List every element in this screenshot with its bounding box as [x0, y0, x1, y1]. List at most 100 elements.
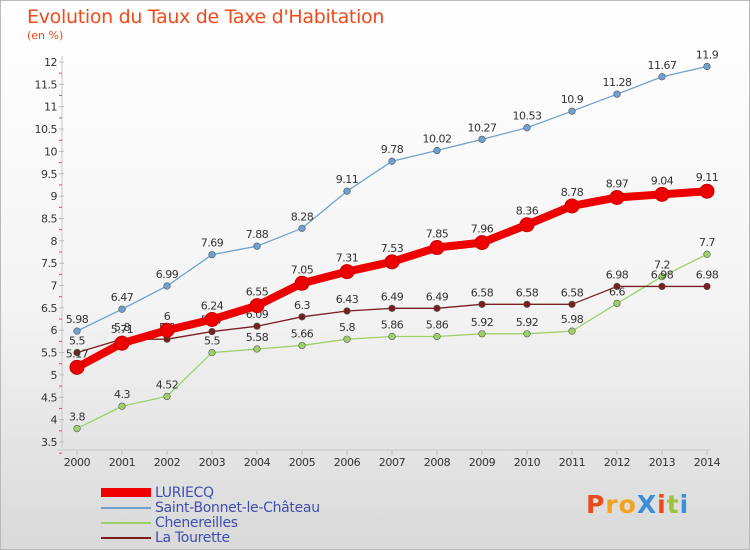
data-point — [343, 187, 351, 195]
data-label: 5.92 — [516, 316, 539, 329]
legend-swatch — [101, 488, 151, 497]
data-point — [658, 272, 666, 281]
data-label: 5.8 — [114, 321, 130, 334]
legend-label: Chenereilles — [155, 514, 238, 531]
x-tick-label: 2003 — [199, 456, 226, 469]
data-label: 5.5 — [204, 335, 220, 348]
data-label: 9.04 — [651, 174, 674, 187]
legend-label: La Tourette — [155, 529, 230, 546]
data-point — [69, 359, 85, 375]
y-tick-label: 7 — [51, 280, 58, 293]
data-label: 6.6 — [609, 285, 625, 298]
data-point — [564, 198, 580, 214]
data-label: 6.98 — [606, 268, 629, 281]
data-label: 7.88 — [246, 228, 269, 241]
x-tick-label: 2004 — [244, 456, 271, 469]
data-point — [343, 307, 351, 315]
x-tick-label: 2012 — [604, 456, 630, 469]
legend-item: La Tourette — [101, 529, 320, 546]
y-tick-label: 4 — [51, 414, 58, 427]
data-point — [163, 282, 171, 290]
proxiti-logo: ProXiti — [586, 490, 689, 519]
data-point — [253, 322, 261, 330]
legend-swatch — [101, 506, 151, 509]
data-label: 6.98 — [651, 268, 674, 281]
data-point — [703, 282, 711, 291]
data-point — [478, 300, 486, 308]
data-label: 9.78 — [381, 143, 404, 156]
data-label: 5.98 — [66, 313, 89, 326]
data-point — [388, 157, 396, 165]
data-point — [208, 348, 216, 357]
data-point — [523, 330, 531, 338]
data-point — [208, 251, 216, 259]
data-point — [523, 300, 531, 308]
y-tick-label: 7.5 — [41, 257, 57, 270]
data-label: 6.24 — [201, 300, 224, 313]
y-tick-label: 6 — [51, 324, 58, 337]
x-tick-label: 2006 — [334, 456, 361, 469]
data-label: 6.47 — [111, 291, 134, 304]
y-tick-label: 8.5 — [41, 212, 57, 225]
x-tick-label: 2002 — [154, 456, 180, 469]
data-label: 8.36 — [516, 205, 539, 218]
data-label: 7.69 — [201, 237, 224, 250]
data-point — [568, 107, 576, 115]
data-point — [658, 282, 666, 291]
y-tick-label: 12 — [44, 56, 57, 69]
x-tick-label: 2013 — [649, 456, 676, 469]
data-point — [204, 312, 220, 328]
data-point — [568, 327, 576, 335]
data-point — [339, 264, 355, 280]
logo-letter: X — [636, 490, 658, 519]
data-point — [73, 327, 81, 335]
data-label: 6.55 — [246, 286, 269, 299]
data-point — [613, 299, 621, 308]
data-point — [384, 254, 400, 270]
data-label: 5.92 — [471, 316, 494, 329]
data-point — [208, 327, 216, 336]
data-point — [298, 341, 306, 350]
y-tick-label: 6.5 — [41, 302, 57, 315]
data-label: 6.3 — [294, 299, 310, 312]
data-point — [658, 73, 666, 81]
logo-letter: i — [657, 490, 667, 519]
data-label: 7.05 — [291, 263, 314, 276]
data-label: 10.27 — [468, 121, 497, 134]
data-label: 9.11 — [336, 173, 359, 186]
logo-letter: i — [679, 490, 690, 519]
data-point — [478, 330, 486, 338]
data-point — [568, 300, 576, 308]
data-label: 7.96 — [471, 223, 494, 236]
legend-label: Saint-Bonnet-le-Château — [155, 499, 320, 516]
y-tick-label: 5.5 — [41, 347, 57, 360]
data-point — [163, 392, 171, 401]
y-tick-label: 11 — [44, 101, 57, 114]
data-point — [609, 189, 625, 205]
data-point — [159, 322, 175, 338]
y-tick-label: 9 — [51, 190, 58, 203]
chart-subtitle: (en %) — [27, 29, 64, 42]
data-label: 5.71 — [111, 323, 134, 336]
legend-swatch — [101, 536, 151, 539]
x-tick-label: 2010 — [514, 456, 541, 469]
data-point — [478, 135, 486, 143]
y-tick-label: 5 — [51, 369, 58, 382]
data-point — [73, 424, 81, 433]
data-label: 8.28 — [291, 210, 314, 223]
data-point — [433, 332, 441, 341]
data-point — [388, 332, 396, 341]
data-label: 10.02 — [423, 133, 452, 146]
data-point — [654, 186, 670, 202]
x-tick-label: 2007 — [379, 456, 406, 469]
logo-letter: t — [666, 490, 680, 519]
data-label: 6.99 — [156, 268, 179, 281]
data-point — [433, 146, 441, 155]
data-label: 5.5 — [69, 335, 85, 348]
data-label: 4.3 — [114, 388, 130, 401]
data-label: 7.53 — [381, 242, 404, 255]
data-label: 7.85 — [426, 228, 449, 241]
legend-label: LURIECQ — [155, 484, 214, 501]
data-point — [249, 298, 265, 314]
